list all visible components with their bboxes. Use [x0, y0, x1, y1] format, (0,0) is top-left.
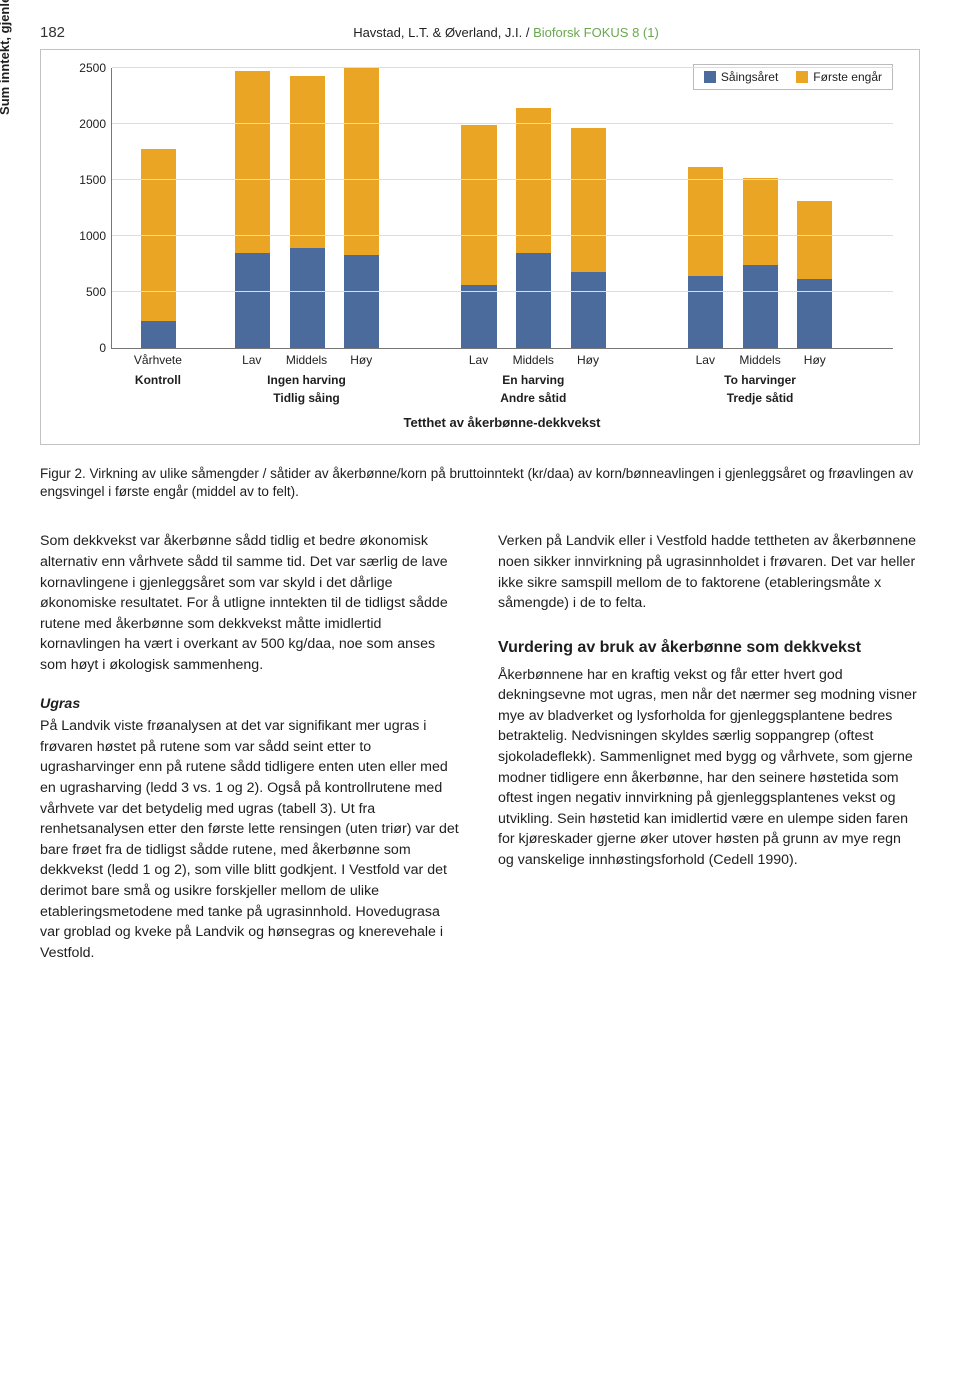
chart-x-label-l1: Høy [350, 353, 372, 367]
right-para-2: Åkerbønnene har en kraftig vekst og får … [498, 665, 920, 871]
chart-bar-segment-top [344, 67, 379, 255]
left-para-1: Som dekkvekst var åkerbønne sådd tidlig … [40, 531, 462, 675]
chart-x-label-l1: Høy [577, 353, 599, 367]
chart-x-label-l3: Tidlig såing [273, 391, 339, 405]
chart-bar-segment-top [571, 128, 606, 271]
chart-ylabel: Sum inntekt, gjenleggsår + 1. engår, kr/… [0, 0, 12, 115]
right-column: Verken på Landvik eller i Vestfold hadde… [498, 531, 920, 967]
chart-bar [516, 108, 551, 348]
chart-bar-segment-bottom [571, 272, 606, 348]
chart-x-label-l1: Middels [286, 353, 327, 367]
chart-x-label-l1: Lav [242, 353, 261, 367]
chart-ytick: 500 [68, 285, 106, 299]
chart-x-title: Tetthet av åkerbønne-dekkvekst [111, 415, 893, 430]
chart-bar-segment-bottom [141, 321, 176, 348]
chart-bar [797, 201, 832, 348]
chart-bar-segment-top [290, 76, 325, 248]
chart-bar-segment-top [797, 201, 832, 278]
chart-x-labels-level1: Vårhvete Lav Middels Høy Lav Middels Høy Lav Mid… [111, 353, 893, 369]
chart-bar-segment-top [743, 178, 778, 265]
chart-ytick: 2000 [68, 117, 106, 131]
chart-x-label-l2: En harving [502, 373, 564, 387]
chart-x-label-l3: Tredje såtid [727, 391, 794, 405]
chart-x-label-l1: Lav [696, 353, 715, 367]
figure-caption: Figur 2. Virkning av ulike såmengder / s… [40, 465, 920, 501]
chart-bar-segment-top [461, 125, 496, 285]
chart-gridline [112, 179, 893, 180]
chart-bar [461, 125, 496, 348]
chart-gridline [112, 123, 893, 124]
chart-x-label-l3: Andre såtid [500, 391, 566, 405]
chart-bars-layer [112, 68, 893, 348]
chart-x-label-l1: Høy [804, 353, 826, 367]
chart-x-label-l2: Ingen harving [267, 373, 346, 387]
chart-bar [571, 128, 606, 348]
right-para-1: Verken på Landvik eller i Vestfold hadde… [498, 531, 920, 613]
chart-bar [290, 76, 325, 348]
chart-bar-segment-bottom [344, 255, 379, 348]
chart-x-label-l1: Lav [469, 353, 488, 367]
chart-bar [743, 178, 778, 348]
chart-gridline [112, 291, 893, 292]
chart-ytick: 1500 [68, 173, 106, 187]
chart-x-label-l1: Middels [739, 353, 780, 367]
chart-bar-segment-bottom [743, 265, 778, 348]
header-authors: Havstad, L.T. & Øverland, J.I. / [353, 25, 529, 40]
page-header: 182 Havstad, L.T. & Øverland, J.I. / Bio… [40, 24, 920, 41]
chart-bar [344, 67, 379, 348]
chart-plot-area: 05001000150020002500 [111, 68, 893, 349]
body-columns: Som dekkvekst var åkerbønne sådd tidlig … [40, 531, 920, 967]
left-para-2: På Landvik viste frøanalysen at det var … [40, 716, 462, 963]
chart-bar-segment-bottom [235, 253, 270, 348]
chart-ytick: 1000 [68, 229, 106, 243]
chart-ytick: 0 [68, 341, 106, 355]
chart-x-label-l2: To harvinger [724, 373, 796, 387]
chart-bar-segment-bottom [688, 276, 723, 348]
chart-x-labels-level2: Kontroll Ingen harving En harving To harvin… [111, 373, 893, 389]
chart-bar-segment-top [516, 108, 551, 252]
left-subhead-ugras: Ugras [40, 694, 462, 715]
chart-bar [235, 71, 270, 348]
header-journal: Bioforsk FOKUS 8 (1) [529, 25, 658, 40]
page-number: 182 [40, 24, 80, 41]
chart-x-label-l2: Kontroll [135, 373, 181, 387]
chart-bar [688, 167, 723, 348]
chart-gridline [112, 235, 893, 236]
chart-x-label-l1: Middels [513, 353, 554, 367]
chart-bar-segment-top [235, 71, 270, 252]
chart-bar-segment-bottom [290, 248, 325, 348]
chart-bar-segment-bottom [461, 285, 496, 348]
running-head: Havstad, L.T. & Øverland, J.I. / Biofors… [92, 25, 920, 40]
chart-x-label-l1: Vårhvete [134, 353, 182, 367]
chart-x-labels-level3: Tidlig såing Andre såtid Tredje såtid [111, 391, 893, 407]
left-column: Som dekkvekst var åkerbønne sådd tidlig … [40, 531, 462, 967]
chart-ytick: 2500 [68, 61, 106, 75]
chart-bar-segment-top [688, 167, 723, 277]
page: 182 Havstad, L.T. & Øverland, J.I. / Bio… [0, 0, 960, 1015]
chart-gridline [112, 67, 893, 68]
right-subhead-vurdering: Vurdering av bruk av åkerbønne som dekkv… [498, 638, 920, 659]
chart-bar-segment-bottom [797, 279, 832, 348]
chart-bar-segment-bottom [516, 253, 551, 348]
chart-container: Såingsåret Første engår Sum inntekt, gje… [40, 49, 920, 445]
